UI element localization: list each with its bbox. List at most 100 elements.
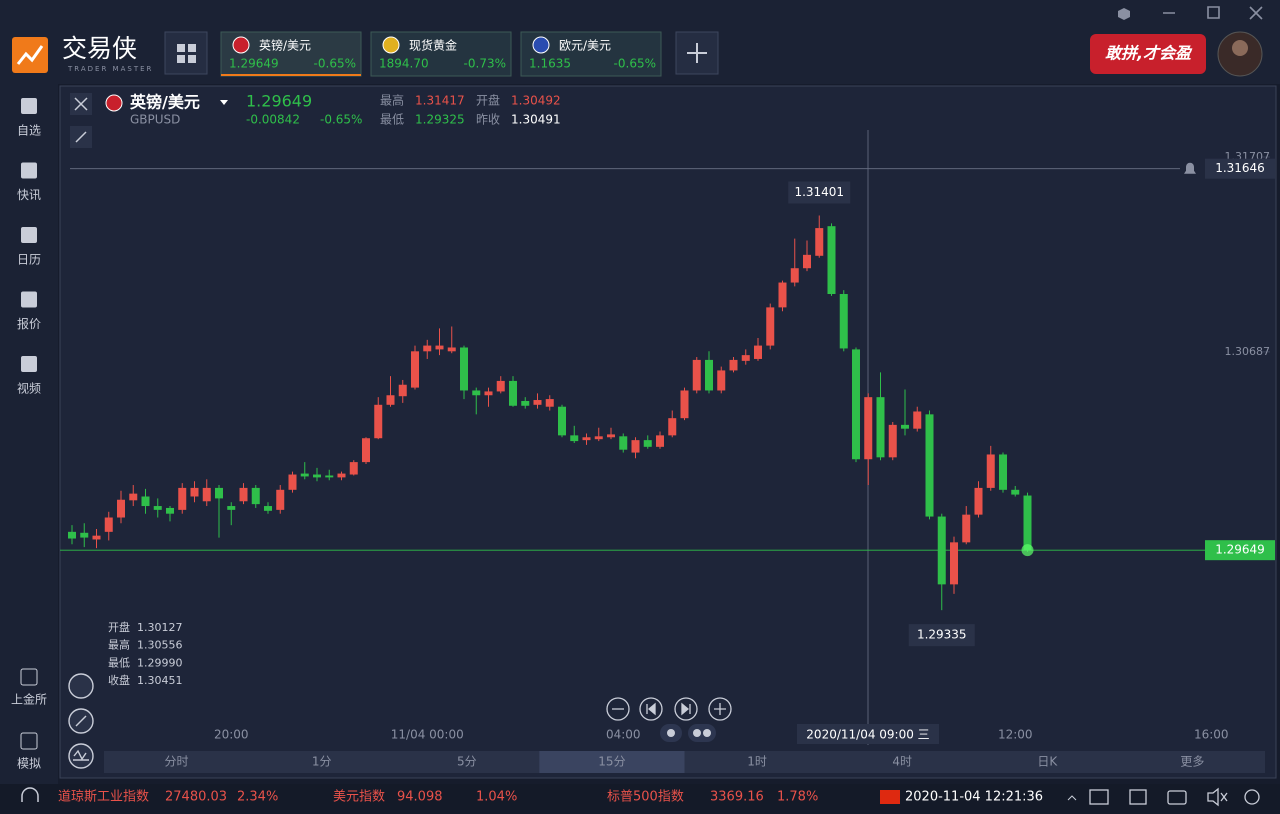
nav-icon[interactable] [20, 668, 38, 686]
candle-body [447, 347, 456, 352]
y-tick-label: 1.30687 [1225, 345, 1271, 358]
candle-body [80, 532, 89, 538]
candle-body [288, 474, 297, 490]
candle-body [619, 436, 628, 450]
candle-body [631, 440, 640, 453]
candle-body [362, 438, 370, 463]
skin-icon[interactable] [1118, 8, 1130, 20]
nav-icon[interactable] [21, 162, 37, 179]
toggle-dot [693, 729, 701, 737]
nav-label[interactable]: 报价 [17, 316, 41, 331]
candle-body [337, 473, 346, 478]
layout-button[interactable] [164, 31, 208, 75]
low: 1.29325 [415, 113, 465, 127]
clock: 2020-11-04 12:21:36 [905, 790, 1043, 805]
ticker-name: 标普500指数 [607, 790, 684, 805]
candle-body [472, 390, 481, 396]
nav-label[interactable]: 自选 [17, 124, 41, 138]
indicator-tool[interactable] [68, 673, 94, 699]
candle-body [558, 406, 566, 436]
tab-flag [382, 36, 400, 54]
settings-icon[interactable] [1244, 789, 1260, 805]
candle-body [1023, 495, 1032, 551]
calc-icon[interactable] [1129, 789, 1147, 805]
zoom-out[interactable] [606, 697, 630, 721]
expand-icon[interactable] [1067, 795, 1077, 801]
last-price-label: 1.29649 [1215, 543, 1265, 557]
candle-body [484, 391, 493, 396]
nav-icon[interactable] [21, 291, 37, 308]
alert-bell[interactable] [1184, 162, 1196, 174]
service-icon[interactable] [21, 787, 39, 802]
chart-nav [606, 697, 732, 721]
mute-icon[interactable] [1207, 787, 1228, 807]
candle-body [374, 404, 383, 439]
candle-body [815, 228, 824, 256]
timeframe[interactable]: 1分 [312, 755, 332, 769]
symbol-code: GBPUSD [130, 113, 180, 127]
timeframe[interactable]: 15分 [598, 755, 625, 769]
candle-body [178, 487, 187, 510]
scroll-right[interactable] [674, 697, 698, 721]
candle-body [656, 435, 664, 447]
change-pct: -0.65% [320, 113, 362, 127]
nav-icon[interactable] [21, 356, 37, 372]
logo-sub: TRADER MASTER [67, 65, 153, 73]
nav-label[interactable]: 模拟 [17, 757, 41, 771]
timeframe[interactable]: 4时 [892, 755, 912, 769]
symbol-name[interactable]: 英镑/美元 [129, 93, 200, 112]
candle-body [545, 399, 554, 407]
dropdown-arrow[interactable] [220, 100, 228, 105]
candle-body [803, 254, 811, 269]
timeframe[interactable]: 更多 [1180, 755, 1204, 769]
last-price-label-bg [1205, 540, 1275, 561]
candle-body [680, 390, 689, 419]
tab-change: -0.65% [314, 57, 356, 71]
candle-body [117, 499, 125, 518]
sidebar [0, 84, 58, 784]
avatar-face [1232, 40, 1248, 56]
screen-icon[interactable] [1089, 789, 1109, 805]
x-tick-label: 11/04 00:00 [391, 728, 464, 742]
candle-body [386, 395, 395, 405]
zoom-in[interactable] [708, 697, 732, 721]
candle-body [435, 345, 444, 350]
timeframe[interactable]: 分时 [165, 755, 189, 769]
shrink-icon [75, 131, 87, 143]
timeframe-active [539, 751, 685, 773]
candle-body [190, 487, 199, 497]
plus-icon [687, 43, 707, 63]
toggle-b[interactable] [688, 724, 716, 742]
nav-icon[interactable] [20, 732, 38, 750]
nav-icon[interactable] [21, 227, 37, 243]
tab-name: 英镑/美元 [259, 38, 311, 53]
tab-flag [532, 36, 550, 54]
candle-body [129, 493, 138, 501]
max-label-bg [788, 181, 851, 204]
ohlc-value: 1.30556 [137, 639, 183, 652]
candle-body [901, 424, 909, 429]
min-label: 1.29335 [917, 628, 967, 642]
candle-body [974, 487, 983, 515]
candle-body [509, 380, 517, 406]
banner[interactable] [1090, 34, 1206, 74]
camera-icon[interactable] [1167, 790, 1187, 805]
nav-icon[interactable] [21, 98, 37, 114]
nav-label[interactable]: 日历 [17, 253, 41, 267]
timeframe[interactable]: 1时 [747, 755, 767, 769]
candle-body [423, 345, 432, 352]
price: 1.29649 [246, 92, 312, 111]
timeframe[interactable]: 5分 [457, 755, 477, 769]
timeframe[interactable]: 日K [1037, 755, 1058, 769]
tab-name: 欧元/美元 [559, 39, 611, 53]
scroll-left[interactable] [639, 697, 663, 721]
candle-body [950, 542, 958, 585]
open: 1.30492 [511, 94, 561, 108]
nav-label[interactable]: 上金所 [11, 692, 47, 707]
ticker-bar [0, 784, 1280, 810]
nav-label[interactable]: 快讯 [17, 188, 41, 202]
nav-label[interactable]: 视频 [17, 381, 41, 396]
ticker-name: 道琼斯工业指数 [58, 790, 149, 805]
window-controls[interactable] [1163, 6, 1263, 20]
